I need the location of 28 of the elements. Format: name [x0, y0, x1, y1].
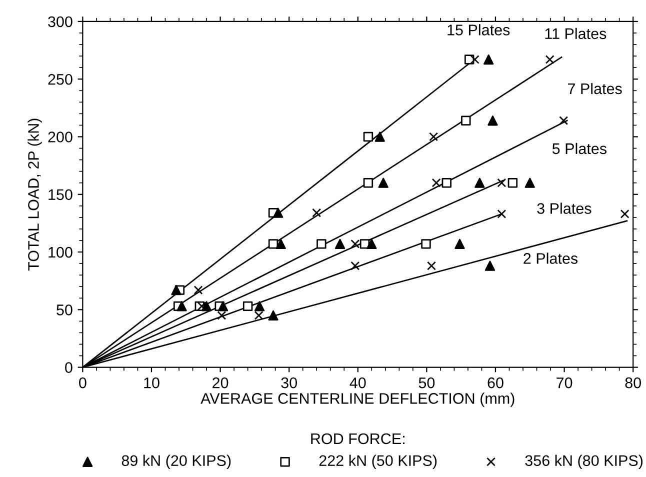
- y-tick-label: 200: [48, 132, 72, 142]
- x-tick-label: 10: [144, 377, 160, 388]
- legend-label: 89 kN (20 KIPS): [122, 454, 231, 470]
- x-tick-label: 50: [418, 377, 435, 388]
- annotation: 11 Plates: [545, 28, 606, 40]
- x-axis-title: AVERAGE CENTERLINE DEFLECTION (mm): [200, 392, 514, 407]
- x-tick-label: 70: [556, 377, 572, 388]
- annotation: 7 Plates: [568, 82, 622, 94]
- annotation: 15 Plates: [448, 24, 510, 36]
- y-tick-label: 250: [48, 74, 72, 85]
- annotation: 5 Plates: [552, 142, 606, 154]
- annotation: 3 Plates: [537, 202, 592, 214]
- x-tick-label: 40: [350, 377, 366, 388]
- y-tick-label: 0: [65, 362, 72, 373]
- x-tick-label: 80: [625, 377, 641, 388]
- annotation: 2 Plates: [524, 252, 578, 264]
- x-tick-label: 0: [79, 377, 86, 388]
- x-tick-label: 30: [281, 377, 297, 388]
- y-tick-label: 150: [48, 189, 72, 200]
- y-tick-label: 100: [48, 246, 72, 258]
- legend-label: 222 kN (50 KIPS): [319, 454, 437, 470]
- y-axis-title: TOTAL LOAD, 2P (kN): [28, 118, 42, 271]
- x-tick-label: 60: [488, 377, 504, 388]
- y-tick-label: 50: [56, 304, 72, 316]
- x-tick-label: 20: [212, 377, 228, 388]
- legend-title: ROD FORCE:: [311, 433, 404, 444]
- y-tick-label: 300: [48, 16, 72, 28]
- legend-label: 356 kN (80 KIPS): [525, 454, 643, 470]
